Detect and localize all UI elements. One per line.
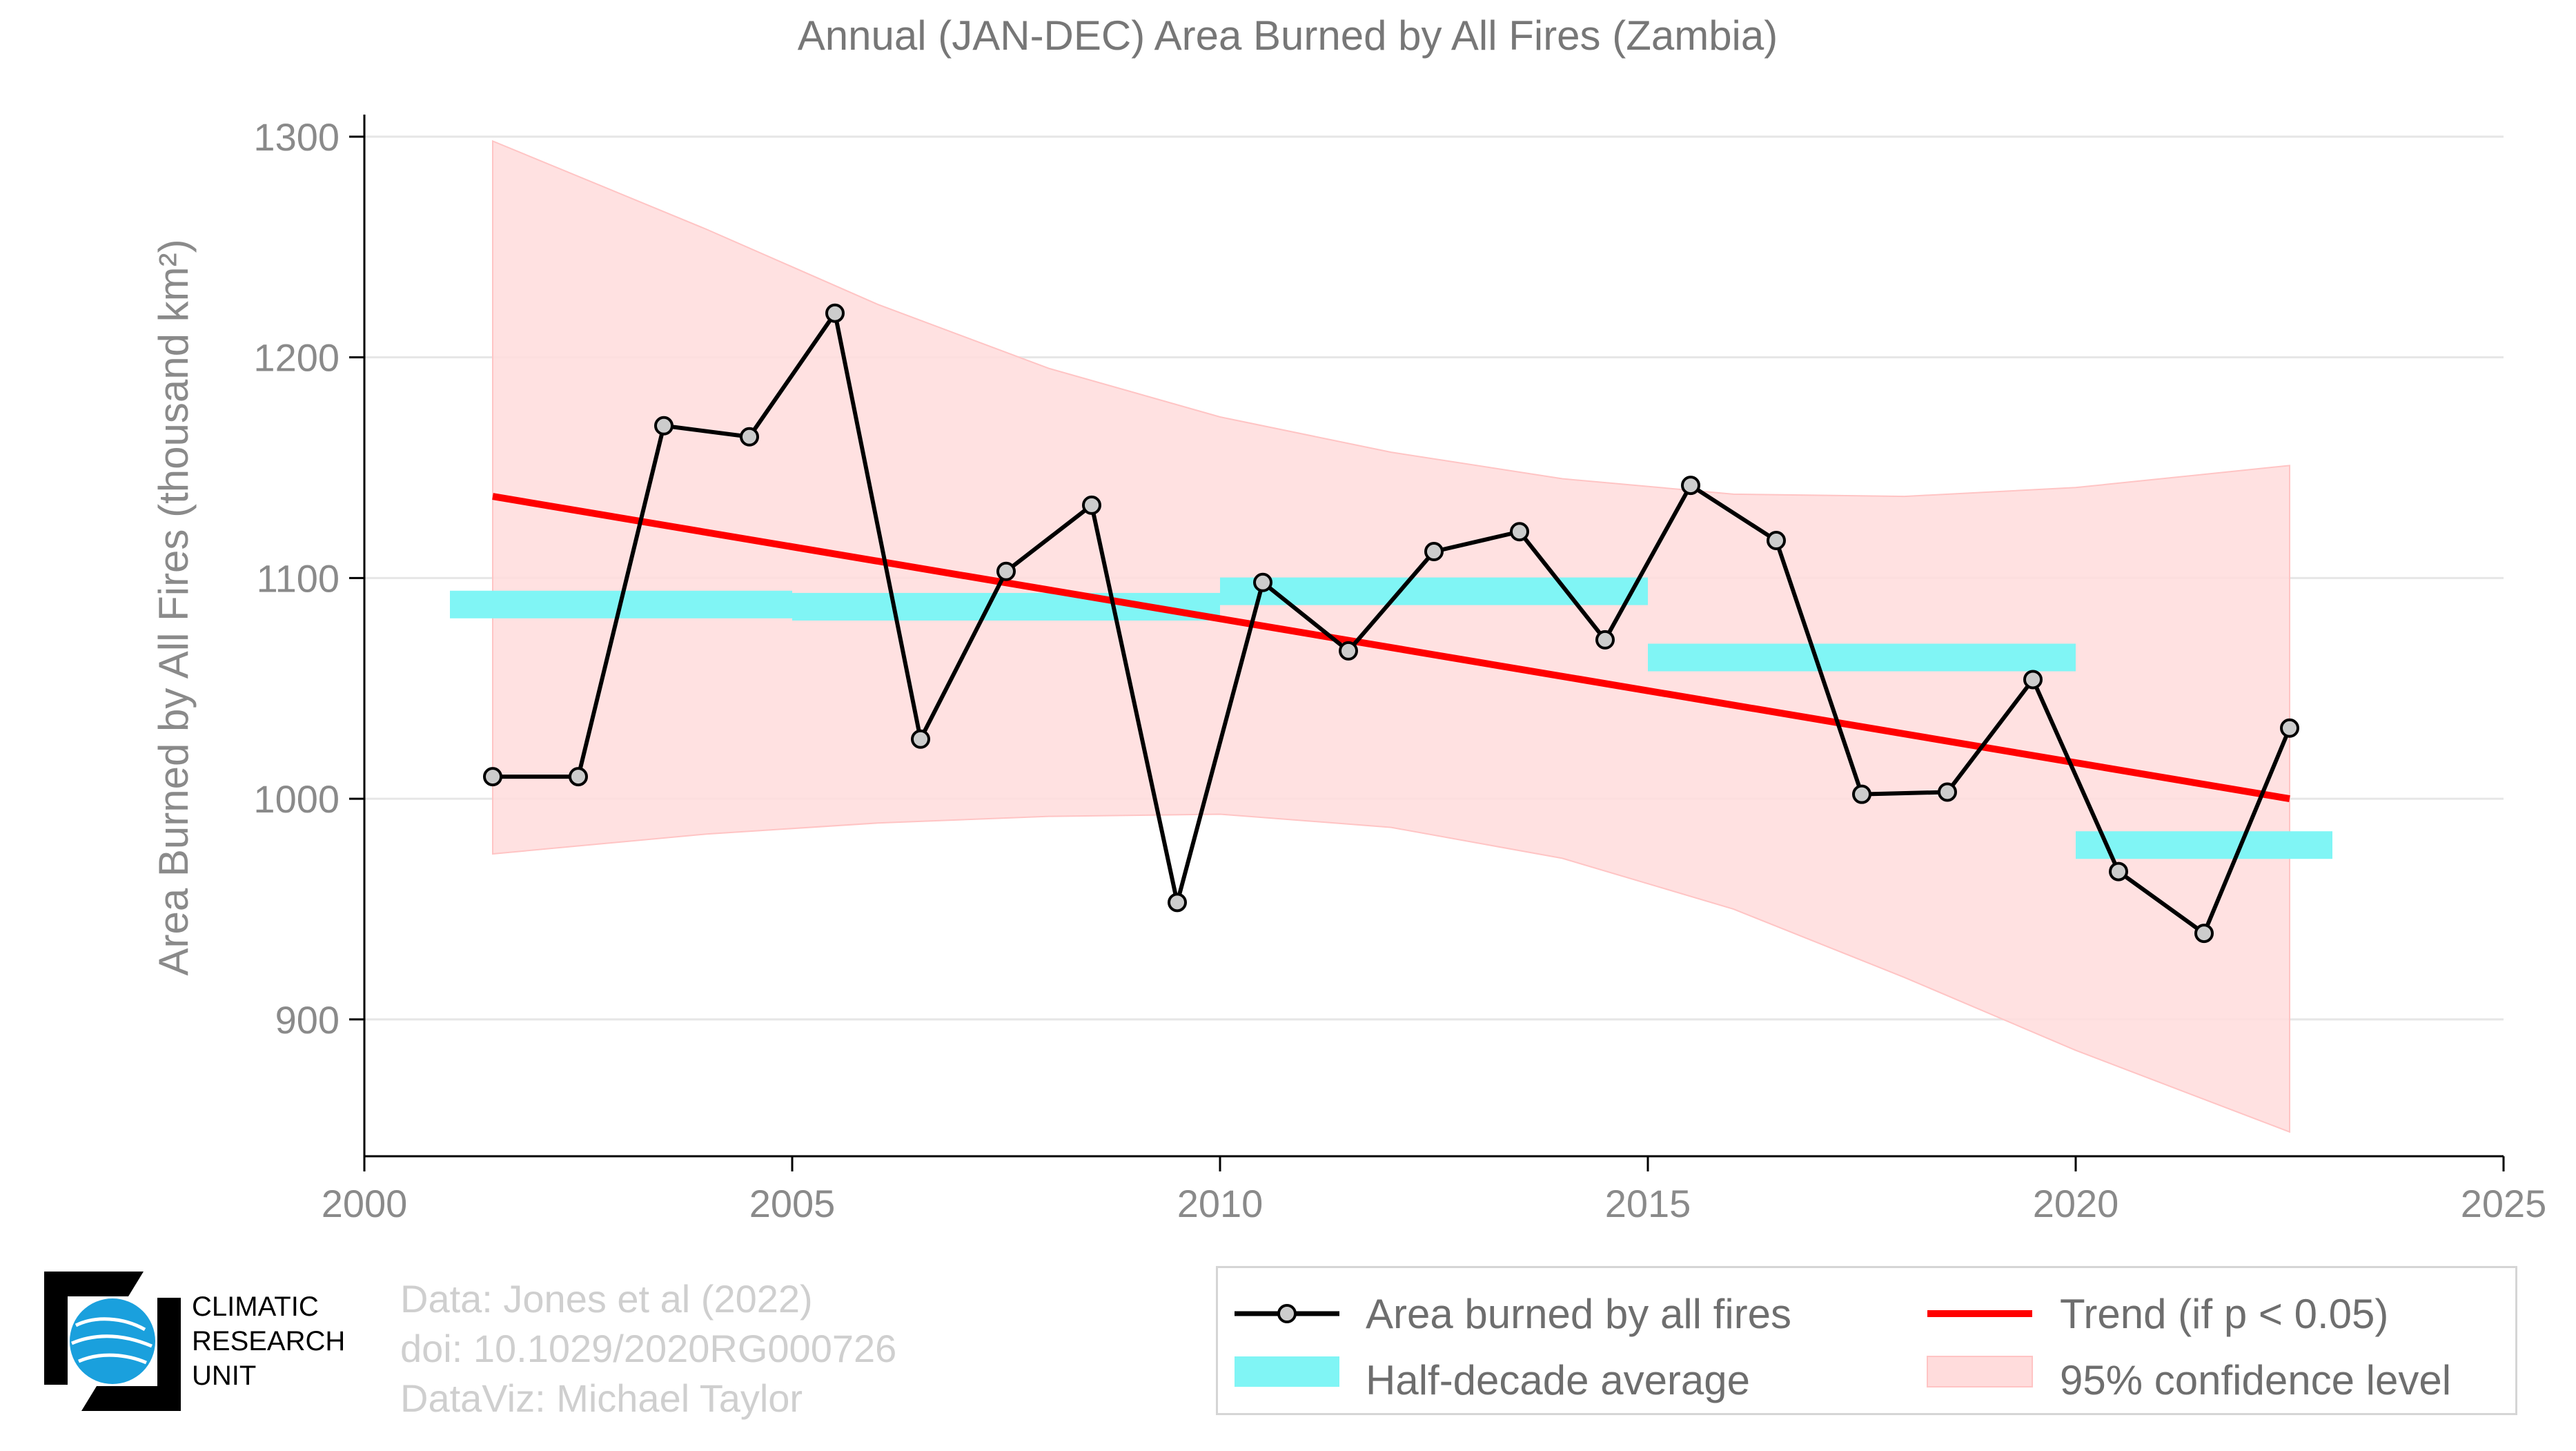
x-tick-label: 2000 (322, 1182, 408, 1225)
half-decade-bar (1648, 643, 2076, 672)
data-point (1424, 542, 1444, 562)
logo-line: CLIMATIC (192, 1292, 319, 1322)
axes-layer: 900 1000 1100 1200 1300 2000 2005 2010 2015 2020 2… (253, 115, 2546, 1225)
x-tick-label: 2010 (1177, 1182, 1264, 1225)
y-tick-label: 1200 (253, 336, 340, 380)
data-point (911, 729, 930, 749)
trend-line (492, 493, 2290, 803)
data-point (1339, 641, 1358, 661)
data-point (2280, 718, 2299, 738)
legend-swatch-confidence (1927, 1356, 2033, 1387)
data-point (1595, 630, 1615, 650)
legend-label-trend: Trend (if p < 0.05) (2060, 1291, 2389, 1337)
logo-line: UNIT (192, 1361, 257, 1391)
data-point (1082, 495, 1101, 515)
data-point (825, 303, 845, 323)
credit-doi: doi: 10.1029/2020RG000726 (400, 1327, 897, 1370)
legend-label-series: Area burned by all fires (1366, 1291, 1791, 1337)
confidence-band (492, 139, 2290, 1133)
legend-swatch-half-decade (1235, 1356, 1339, 1387)
data-point (569, 767, 588, 787)
y-axis-label: Area Burned by All Fires (thousand km²) (150, 239, 197, 975)
data-point (740, 427, 759, 447)
data-point (1510, 522, 1529, 542)
legend: Area burned by all fires Trend (if p < 0… (1216, 1266, 2517, 1415)
data-point (483, 767, 502, 787)
half-decade-bar (2076, 831, 2332, 859)
data-point (1681, 476, 1700, 496)
chart-title: Annual (JAN-DEC) Area Burned by All Fire… (798, 12, 1778, 59)
data-point (2023, 670, 2043, 690)
data-point (2194, 924, 2214, 944)
legend-swatch-series (1235, 1304, 1339, 1323)
cru-logo (40, 1269, 185, 1414)
series-layer (483, 303, 2299, 944)
credit-data: Data: Jones et al (2022) (400, 1277, 813, 1321)
cru-logo-text: CLIMATIC RESEARCH UNIT (192, 1289, 345, 1393)
data-point (1253, 572, 1272, 592)
data-point (1938, 782, 1957, 802)
legend-label-confidence: 95% confidence level (2060, 1357, 2452, 1403)
x-tick-label: 2020 (2033, 1182, 2119, 1225)
y-tick-label: 1000 (253, 777, 340, 821)
credit-dataviz: DataViz: Michael Taylor (400, 1376, 803, 1420)
data-point (1852, 784, 1871, 804)
legend-label-half-decade: Half-decade average (1366, 1357, 1751, 1403)
series-line (493, 311, 2292, 936)
data-point (996, 561, 1016, 581)
x-tick-label: 2025 (2461, 1182, 2547, 1225)
legend-swatch-trend (1927, 1310, 2032, 1317)
trend-layer (492, 493, 2290, 803)
y-tick-label: 1300 (253, 115, 340, 159)
data-point (1168, 893, 1187, 913)
confidence-band-layer (492, 139, 2290, 1133)
x-tick-label: 2005 (749, 1182, 836, 1225)
data-point (1767, 531, 1786, 551)
x-tick-label: 2015 (1605, 1182, 1691, 1225)
y-tick-label: 900 (275, 998, 340, 1042)
logo-line: RESEARCH (192, 1326, 346, 1356)
data-point (2109, 861, 2128, 882)
y-tick-label: 1100 (257, 556, 340, 600)
data-point (654, 416, 674, 436)
